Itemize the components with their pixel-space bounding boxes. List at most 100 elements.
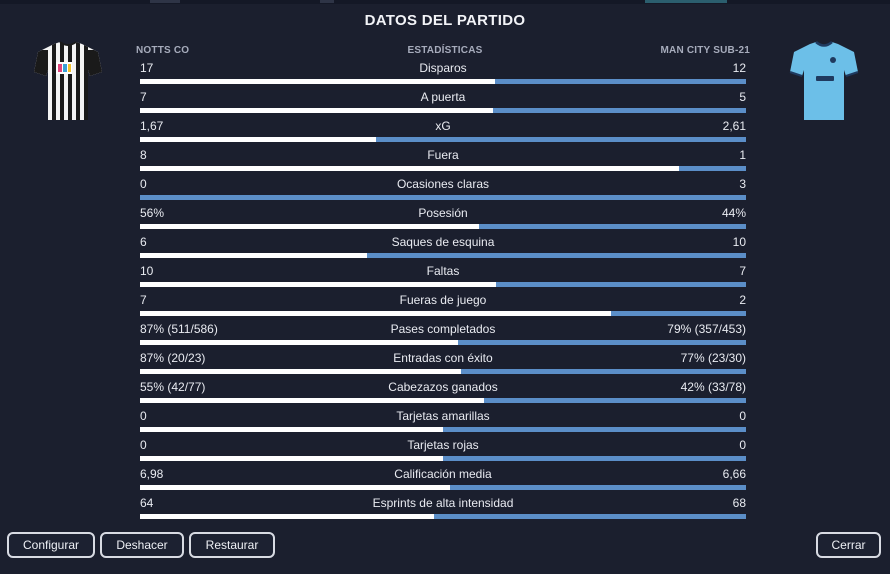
stat-label: Calificación media — [394, 467, 492, 481]
home-share-fill — [140, 282, 497, 287]
stat-comparison-bar — [140, 514, 746, 519]
away-stat-value: 68 — [732, 496, 746, 510]
stat-row: 10 Faltas 7 — [140, 264, 746, 293]
home-share-fill — [140, 427, 443, 432]
close-button[interactable]: Cerrar — [816, 532, 881, 558]
away-stat-value: 77% (23/30) — [680, 351, 746, 365]
home-share-fill — [140, 311, 612, 316]
stat-row: 0 Ocasiones claras 3 — [140, 177, 746, 206]
home-stat-value: 0 — [140, 438, 147, 452]
home-stat-value: 0 — [140, 409, 147, 423]
home-share-fill — [140, 340, 458, 345]
home-stat-value: 0 — [140, 177, 147, 191]
home-stat-value: 64 — [140, 496, 154, 510]
stat-comparison-bar — [140, 79, 746, 84]
undo-button[interactable]: Deshacer — [100, 532, 184, 558]
top-strip — [0, 0, 890, 4]
stat-comparison-bar — [140, 137, 746, 142]
stat-comparison-bar — [140, 340, 746, 345]
home-share-fill — [140, 456, 443, 461]
home-share-fill — [140, 514, 434, 519]
stat-row: 64 Esprints de alta intensidad 68 — [140, 496, 746, 525]
stat-row: 7 A puerta 5 — [140, 90, 746, 119]
stat-row: 6 Saques de esquina 10 — [140, 235, 746, 264]
stat-comparison-bar — [140, 456, 746, 461]
stat-comparison-bar — [140, 398, 746, 403]
home-share-fill — [140, 398, 484, 403]
stat-label: Tarjetas amarillas — [396, 409, 490, 423]
home-team-name: NOTTS CO — [136, 45, 190, 56]
stat-label: Tarjetas rojas — [407, 438, 479, 452]
away-stat-value: 12 — [732, 61, 746, 75]
home-stat-value: 8 — [140, 148, 147, 162]
home-stat-value: 10 — [140, 264, 154, 278]
stat-row: 7 Fueras de juego 2 — [140, 293, 746, 322]
dialog-title: DATOS DEL PARTIDO — [364, 12, 526, 29]
home-share-fill — [140, 369, 462, 374]
stat-row: 55% (42/77) Cabezazos ganados 42% (33/78) — [140, 380, 746, 409]
stat-comparison-bar — [140, 311, 746, 316]
stat-row: 1,67 xG 2,61 — [140, 119, 746, 148]
home-stat-value: 55% (42/77) — [140, 380, 206, 394]
home-share-fill — [140, 485, 451, 490]
top-strip-mark — [645, 0, 727, 3]
home-share-fill — [140, 253, 368, 258]
stat-comparison-bar — [140, 166, 746, 171]
home-share-fill — [140, 108, 494, 113]
away-stat-value: 42% (33/78) — [680, 380, 746, 394]
stat-label: Esprints de alta intensidad — [372, 496, 514, 510]
home-share-fill — [140, 224, 480, 229]
stat-comparison-bar — [140, 485, 746, 490]
home-stat-value: 56% — [140, 206, 165, 220]
home-stat-value: 87% (20/23) — [140, 351, 206, 365]
stat-label: Saques de esquina — [391, 235, 495, 249]
stat-label: Disparos — [419, 61, 467, 75]
stat-label: A puerta — [420, 90, 466, 104]
stat-comparison-bar — [140, 195, 746, 200]
away-kit-icon — [789, 41, 859, 120]
away-stat-value: 3 — [739, 177, 746, 191]
away-stat-value: 0 — [739, 438, 746, 452]
away-stat-value: 1 — [739, 148, 746, 162]
home-share-fill — [140, 166, 679, 171]
stat-row: 56% Posesión 44% — [140, 206, 746, 235]
top-strip-mark — [150, 0, 180, 3]
home-share-fill — [140, 79, 496, 84]
stats-header: ESTADÍSTICAS — [407, 45, 483, 56]
stat-row: 87% (20/23) Entradas con éxito 77% (23/30) — [140, 351, 746, 380]
restore-button[interactable]: Restaurar — [189, 532, 275, 558]
stat-comparison-bar — [140, 282, 746, 287]
stat-row: 0 Tarjetas amarillas 0 — [140, 409, 746, 438]
home-stat-value: 17 — [140, 61, 154, 75]
away-stat-value: 7 — [739, 264, 746, 278]
home-share-fill — [140, 137, 377, 142]
stat-comparison-bar — [140, 224, 746, 229]
stat-label: Fuera — [427, 148, 459, 162]
stat-row: 87% (511/586) Pases completados 79% (357/4… — [140, 322, 746, 351]
home-stat-value: 7 — [140, 293, 147, 307]
home-stat-value: 1,67 — [140, 119, 164, 133]
home-stat-value: 6,98 — [140, 467, 164, 481]
stat-row: 17 Disparos 12 — [140, 61, 746, 90]
stat-label: Pases completados — [390, 322, 496, 336]
stat-label: Entradas con éxito — [393, 351, 493, 365]
stat-label: Cabezazos ganados — [388, 380, 498, 394]
home-stat-value: 87% (511/586) — [140, 322, 218, 336]
stats-table: 17 Disparos 12 7 A puerta 5 1,67 xG 2,61 8 Fuera 1 0… — [140, 61, 746, 525]
away-stat-value: 79% (357/453) — [667, 322, 746, 336]
stat-row: 0 Tarjetas rojas 0 — [140, 438, 746, 467]
away-stat-value: 2 — [739, 293, 746, 307]
away-stat-value: 5 — [739, 90, 746, 104]
away-stat-value: 10 — [732, 235, 746, 249]
away-stat-value: 44% — [721, 206, 746, 220]
top-strip-mark — [320, 0, 334, 3]
away-team-name: MAN CITY SUB-21 — [660, 45, 750, 56]
configure-button[interactable]: Configurar — [7, 532, 95, 558]
stat-comparison-bar — [140, 253, 746, 258]
home-kit-icon — [34, 41, 102, 120]
stat-label: Faltas — [426, 264, 460, 278]
home-stat-value: 7 — [140, 90, 147, 104]
stat-label: xG — [435, 119, 451, 133]
stat-label: Ocasiones claras — [396, 177, 490, 191]
stat-comparison-bar — [140, 427, 746, 432]
